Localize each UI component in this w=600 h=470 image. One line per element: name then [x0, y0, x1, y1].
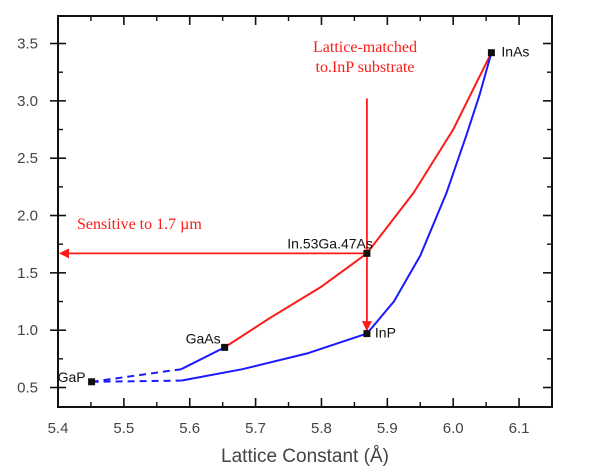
point-marker-gaas: [221, 343, 229, 351]
series-gap-inp-indirect: [91, 379, 182, 383]
x-axis-title: Lattice Constant (Å): [221, 446, 389, 467]
y-axis: 0.5 1.0 1.5 2.0 2.5 3.0 3.5: [17, 36, 552, 397]
series-gaas-inp-direct: [180, 346, 226, 371]
x-axis: 5.4 5.5 5.6 5.7 5.8 5.9 6.0 6.1: [48, 16, 553, 437]
point-marker-in-53ga-47as: [363, 249, 371, 257]
series-gap-inp-direct: [181, 332, 368, 382]
inp-substrate-label: to.InP substrate: [316, 59, 415, 76]
point-marker-inp: [363, 330, 371, 338]
point-marker-gap: [88, 378, 96, 386]
y-tick-label: 1.5: [17, 265, 38, 282]
x-tick-label: 5.4: [48, 420, 69, 437]
x-tick-label: 6.1: [509, 420, 530, 437]
series-gap-gaas-indirect: [91, 368, 182, 383]
series-inp-inas: [366, 52, 493, 335]
x-tick-label: 5.8: [311, 420, 332, 437]
y-tick-label: 2.5: [17, 150, 38, 167]
x-tick-label: 5.5: [113, 420, 134, 437]
point-label-gap: GaP: [58, 369, 86, 385]
lattice-matched-label: Lattice-matched: [313, 39, 417, 56]
y-tick-label: 3.5: [17, 36, 38, 53]
point-label-gaas: GaAs: [186, 330, 221, 346]
y-tick-label: 3.0: [17, 93, 38, 110]
points-group: GaP GaAs InP InAs In.53Ga.47As: [58, 44, 529, 386]
x-tick-label: 6.0: [443, 420, 464, 437]
x-tick-label: 5.6: [179, 420, 200, 437]
point-label-in-53ga-47as: In.53Ga.47As: [287, 235, 373, 251]
sensitive-label: Sensitive to 1.7 µm: [77, 216, 202, 233]
y-tick-label: 1.0: [17, 322, 38, 339]
series-gaas-inas: [224, 52, 493, 349]
plot-frame: [57, 15, 553, 408]
point-label-inas: InAs: [501, 44, 529, 60]
y-tick-label: 0.5: [17, 380, 38, 397]
point-marker-inas: [487, 49, 495, 57]
x-tick-label: 5.7: [245, 420, 266, 437]
x-tick-label: 5.9: [377, 420, 398, 437]
y-tick-label: 2.0: [17, 208, 38, 225]
point-label-inp: InP: [375, 325, 396, 341]
annotations-group: Lattice-matched to.InP substrate Sensitive…: [59, 39, 417, 332]
